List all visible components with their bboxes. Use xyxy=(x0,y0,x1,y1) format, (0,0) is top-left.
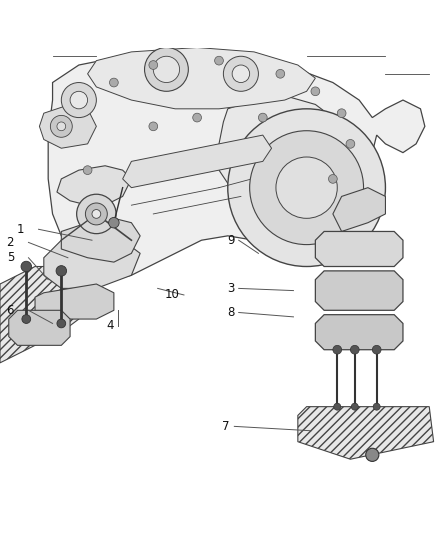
Text: 7: 7 xyxy=(223,420,230,433)
Polygon shape xyxy=(315,231,403,266)
Circle shape xyxy=(334,403,341,410)
Circle shape xyxy=(70,91,88,109)
Text: 4: 4 xyxy=(106,319,114,332)
Polygon shape xyxy=(219,96,359,214)
Polygon shape xyxy=(44,236,140,288)
Text: 1: 1 xyxy=(17,223,24,236)
Text: 2: 2 xyxy=(7,236,14,249)
Text: 6: 6 xyxy=(7,304,14,317)
Circle shape xyxy=(149,61,158,69)
Circle shape xyxy=(85,203,107,225)
Polygon shape xyxy=(48,52,425,280)
Circle shape xyxy=(333,345,342,354)
Polygon shape xyxy=(333,188,385,231)
Circle shape xyxy=(276,69,285,78)
Circle shape xyxy=(328,174,337,183)
Polygon shape xyxy=(123,135,272,188)
Circle shape xyxy=(372,345,381,354)
Text: 5: 5 xyxy=(7,251,14,264)
Circle shape xyxy=(109,217,119,228)
Polygon shape xyxy=(35,284,114,319)
Circle shape xyxy=(92,209,101,219)
Circle shape xyxy=(250,131,364,245)
Circle shape xyxy=(311,87,320,96)
Polygon shape xyxy=(315,314,403,350)
Polygon shape xyxy=(0,266,79,363)
Polygon shape xyxy=(88,47,315,109)
Circle shape xyxy=(232,65,250,83)
Polygon shape xyxy=(39,104,96,148)
Circle shape xyxy=(350,345,359,354)
Polygon shape xyxy=(9,310,70,345)
Polygon shape xyxy=(57,166,131,205)
Circle shape xyxy=(337,109,346,118)
Polygon shape xyxy=(61,219,140,262)
Text: 3: 3 xyxy=(227,282,234,295)
Circle shape xyxy=(56,265,67,276)
Circle shape xyxy=(366,448,379,462)
Circle shape xyxy=(215,56,223,65)
Circle shape xyxy=(21,261,32,272)
Text: 9: 9 xyxy=(227,233,234,247)
Polygon shape xyxy=(315,271,403,310)
Polygon shape xyxy=(298,407,434,459)
Circle shape xyxy=(145,47,188,91)
Circle shape xyxy=(77,194,116,233)
Circle shape xyxy=(193,113,201,122)
Circle shape xyxy=(346,140,355,148)
Circle shape xyxy=(373,403,380,410)
Circle shape xyxy=(50,115,72,138)
Text: 8: 8 xyxy=(227,306,234,319)
Circle shape xyxy=(61,83,96,118)
Circle shape xyxy=(83,166,92,174)
Text: 10: 10 xyxy=(165,288,180,302)
Circle shape xyxy=(22,314,31,324)
Circle shape xyxy=(110,78,118,87)
Circle shape xyxy=(57,319,66,328)
Circle shape xyxy=(153,56,180,83)
Circle shape xyxy=(351,403,358,410)
Circle shape xyxy=(223,56,258,91)
Circle shape xyxy=(276,157,337,219)
Circle shape xyxy=(149,122,158,131)
Circle shape xyxy=(228,109,385,266)
Circle shape xyxy=(57,122,66,131)
Circle shape xyxy=(258,113,267,122)
